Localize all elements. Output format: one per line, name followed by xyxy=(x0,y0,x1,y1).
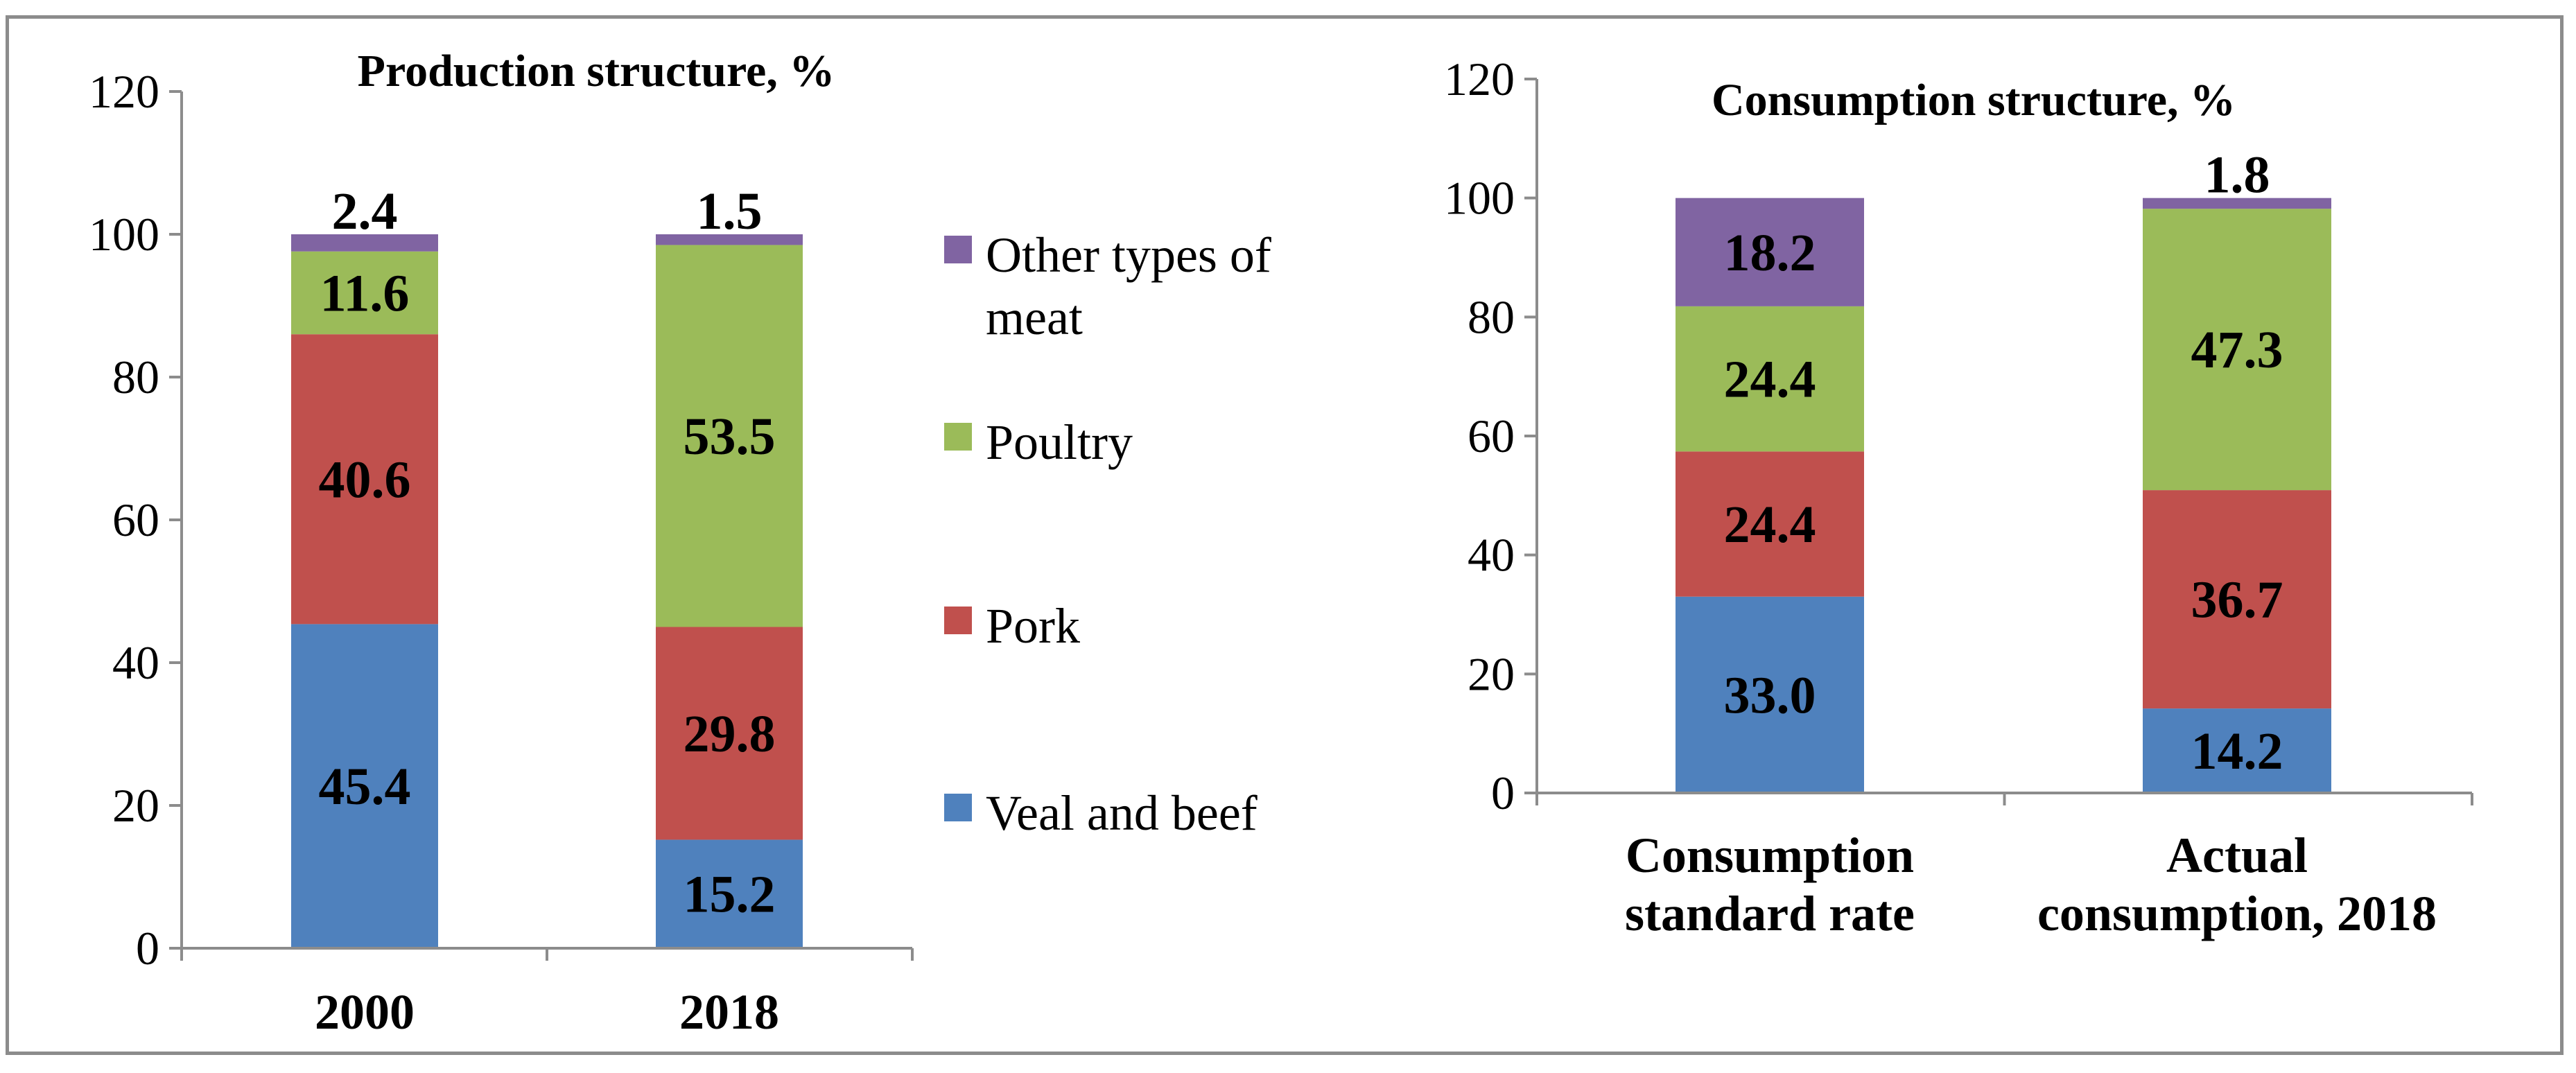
data-label: 24.4 xyxy=(1724,496,1816,554)
bar-segment xyxy=(291,251,438,335)
data-label: 18.2 xyxy=(1724,224,1816,282)
bar-segment xyxy=(291,334,438,625)
bar-segment xyxy=(291,234,438,252)
chart-title: Consumption structure, % xyxy=(1712,75,2236,125)
data-label: 15.2 xyxy=(684,866,776,924)
y-tick-label: 20 xyxy=(112,779,159,832)
y-tick-label: 20 xyxy=(1468,647,1515,700)
bar-segment xyxy=(656,627,803,840)
bar-segment xyxy=(656,234,803,245)
legend-label: Poultry xyxy=(986,415,1133,470)
data-label: 53.5 xyxy=(684,408,776,466)
x-category-label: Actual xyxy=(2166,828,2308,883)
y-tick-label: 0 xyxy=(136,922,159,975)
x-category-label: 2000 xyxy=(315,984,415,1040)
legend: Other types of meat Poultry Pork Veal and be… xyxy=(944,227,1271,841)
bar-segment xyxy=(1676,198,1864,306)
legend-swatch xyxy=(944,794,972,821)
bar-segment xyxy=(1676,596,1864,793)
legend-item: Pork xyxy=(944,598,1080,654)
data-label: 14.2 xyxy=(2191,722,2283,780)
y-tick-label: 80 xyxy=(112,351,159,403)
y-tick-label: 40 xyxy=(112,636,159,689)
legend-swatch xyxy=(944,423,972,451)
legend-label: Pork xyxy=(986,598,1080,654)
data-label: 11.6 xyxy=(320,264,410,322)
legend-label: Veal and beef xyxy=(986,785,1257,841)
data-label: 24.4 xyxy=(1724,351,1816,409)
y-tick-label: 120 xyxy=(1444,53,1515,105)
bar-segment xyxy=(2143,708,2331,793)
bar-segment xyxy=(2143,490,2331,709)
y-tick-label: 60 xyxy=(1468,410,1515,462)
bar-segment xyxy=(656,839,803,948)
chart-1: Production structure, % 45.4 40.6 11.6 2.4 15… xyxy=(89,46,914,1040)
bar-segment xyxy=(2143,198,2331,209)
y-tick-label: 60 xyxy=(112,494,159,546)
data-label: 40.6 xyxy=(319,451,411,509)
data-label: 1.5 xyxy=(697,182,763,241)
x-category-label: standard rate xyxy=(1625,886,1915,941)
chart-title: Production structure, % xyxy=(358,46,835,96)
data-label: 45.4 xyxy=(319,758,411,816)
data-label: 36.7 xyxy=(2191,571,2283,629)
y-tick-label: 100 xyxy=(89,208,159,261)
data-label: 29.8 xyxy=(684,705,776,763)
y-tick-label: 40 xyxy=(1468,529,1515,582)
legend-swatch xyxy=(944,607,972,634)
legend-item: Veal and beef xyxy=(944,785,1257,841)
legend-label: meat xyxy=(986,290,1083,345)
data-label: 33.0 xyxy=(1724,666,1816,724)
y-tick-label: 0 xyxy=(1491,767,1515,819)
y-tick-label: 80 xyxy=(1468,290,1515,343)
bar-segment xyxy=(1676,451,1864,597)
legend-item: Other types of meat xyxy=(944,227,1271,345)
y-tick-label: 120 xyxy=(89,65,159,118)
bar-segment xyxy=(1676,306,1864,452)
data-label: 47.3 xyxy=(2191,321,2283,379)
x-category-label: Consumption xyxy=(1626,828,1914,883)
chart-2: Consumption structure, % 33.0 24.4 24.4 18.2… xyxy=(1444,53,2473,941)
data-label: 2.4 xyxy=(332,182,398,241)
legend-swatch xyxy=(944,236,972,263)
legend-label: Other types of xyxy=(986,227,1271,283)
bar-segment xyxy=(656,245,803,627)
data-label: 1.8 xyxy=(2204,146,2270,204)
x-category-label: 2018 xyxy=(679,984,779,1040)
x-category-label: consumption, 2018 xyxy=(2037,886,2437,941)
y-tick-label: 100 xyxy=(1444,172,1515,225)
bar-segment xyxy=(2143,209,2331,491)
bar-segment xyxy=(291,624,438,948)
legend-item: Poultry xyxy=(944,415,1133,470)
